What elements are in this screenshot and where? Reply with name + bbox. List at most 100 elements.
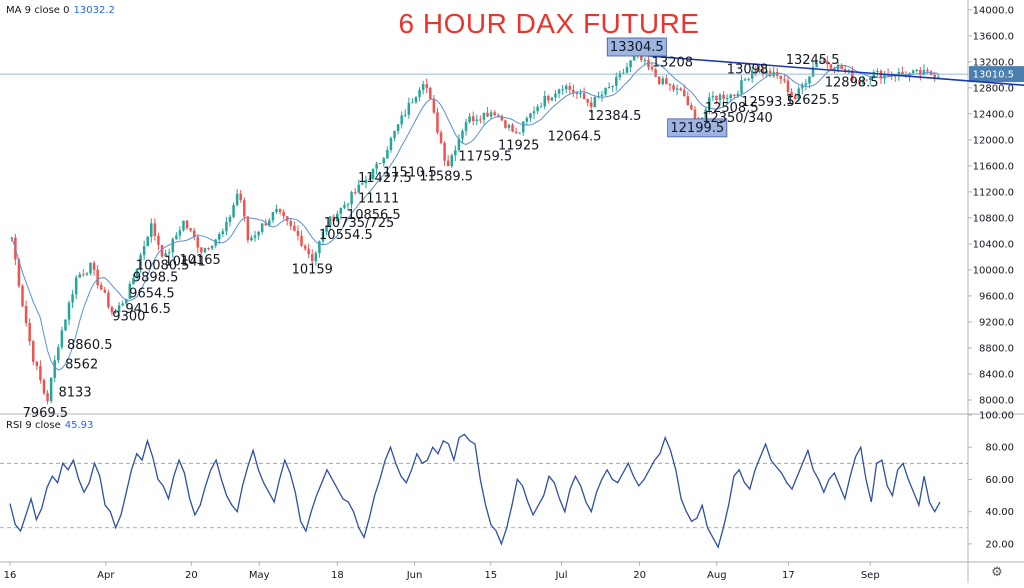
candle — [815, 62, 818, 68]
candle — [797, 85, 800, 102]
candle-body — [386, 150, 389, 159]
candle — [747, 77, 750, 82]
annotation-label: 8562 — [65, 357, 98, 372]
candle — [321, 228, 325, 245]
annotation-label: 11925 — [498, 139, 539, 154]
candle-body — [110, 307, 114, 313]
candle — [260, 222, 264, 235]
candle — [200, 247, 203, 255]
candle-body — [650, 67, 654, 70]
candle — [615, 72, 618, 91]
candle-body — [361, 183, 364, 185]
candle — [486, 107, 489, 118]
candle — [529, 112, 532, 122]
candle-body — [829, 64, 833, 69]
candle-body — [371, 168, 375, 179]
candle-body — [511, 124, 514, 132]
candle-body — [135, 268, 139, 278]
price-tick-label: 14000.0 — [973, 5, 1014, 16]
candle-body — [622, 72, 625, 74]
candle-body — [682, 90, 686, 97]
rsi-legend: RSI 9 close 45.93 — [6, 420, 93, 431]
candle — [743, 77, 747, 82]
candle-body — [82, 274, 85, 276]
candle-body — [228, 216, 232, 223]
candle — [96, 265, 99, 289]
candle-body — [271, 212, 275, 221]
candle — [754, 65, 758, 77]
candle-body — [207, 248, 210, 250]
candle-body — [328, 216, 332, 228]
candle-body — [332, 216, 335, 222]
candle — [375, 161, 378, 175]
candle-body — [536, 106, 539, 112]
price-tick-label: 9600.0 — [979, 291, 1014, 302]
candle — [353, 188, 357, 195]
candle — [357, 179, 361, 194]
candle-body — [872, 72, 876, 78]
candle — [861, 75, 865, 85]
candle — [779, 75, 783, 84]
candle-body — [858, 79, 861, 84]
candle — [625, 62, 629, 74]
candle-body — [89, 262, 92, 274]
annotation-label: 8133 — [59, 385, 92, 400]
candle-body — [132, 277, 135, 284]
candle-body — [797, 88, 800, 100]
candle — [589, 96, 593, 113]
candle — [554, 89, 557, 102]
candle-body — [107, 292, 110, 308]
candle-body — [260, 223, 264, 232]
candle — [103, 286, 107, 294]
candle — [17, 257, 21, 289]
candle-body — [826, 61, 829, 65]
candle-body — [353, 191, 357, 193]
annotation-label: 11589.5 — [419, 170, 473, 185]
candle-body — [31, 341, 35, 362]
candle-body — [557, 89, 561, 94]
candle — [740, 75, 743, 98]
annotation-label: 12508.5 — [705, 101, 759, 116]
candle — [78, 271, 82, 279]
time-tick-label: May — [249, 570, 270, 581]
candle-body — [715, 95, 718, 100]
annotation-label: 12898.5 — [825, 75, 879, 90]
candle — [64, 319, 67, 332]
candle-body — [189, 228, 192, 231]
candle-body — [268, 220, 271, 226]
candle-body — [926, 70, 929, 72]
candle-body — [758, 69, 761, 73]
candle — [31, 339, 35, 366]
candle — [783, 73, 786, 83]
candle-body — [486, 112, 489, 117]
candle-body — [146, 236, 149, 247]
candle — [568, 82, 572, 95]
candle — [121, 300, 124, 307]
time-tick-label: Jun — [406, 570, 423, 581]
candle — [793, 93, 797, 101]
candle-body — [654, 69, 657, 77]
candle-body — [436, 112, 439, 133]
candle — [82, 269, 85, 277]
candle-body — [67, 302, 71, 320]
candle-body — [522, 121, 525, 133]
candle-body — [78, 274, 82, 278]
candle-body — [475, 119, 479, 122]
candle — [600, 90, 604, 102]
candle — [60, 326, 64, 350]
candle — [822, 57, 826, 63]
candle-body — [411, 102, 414, 104]
gear-icon[interactable]: ⚙ — [991, 565, 1003, 580]
candle — [386, 146, 389, 159]
candle — [432, 94, 436, 115]
candle-body — [114, 312, 117, 314]
price-tick-label: 10400.0 — [973, 239, 1014, 250]
candle — [35, 360, 39, 371]
candle-body — [150, 223, 153, 237]
candle — [368, 175, 371, 181]
candle — [464, 118, 468, 136]
candle-body — [493, 112, 496, 116]
price-tick-label: 8400.0 — [979, 369, 1014, 380]
candle-body — [171, 239, 175, 253]
candle-body — [446, 160, 450, 167]
